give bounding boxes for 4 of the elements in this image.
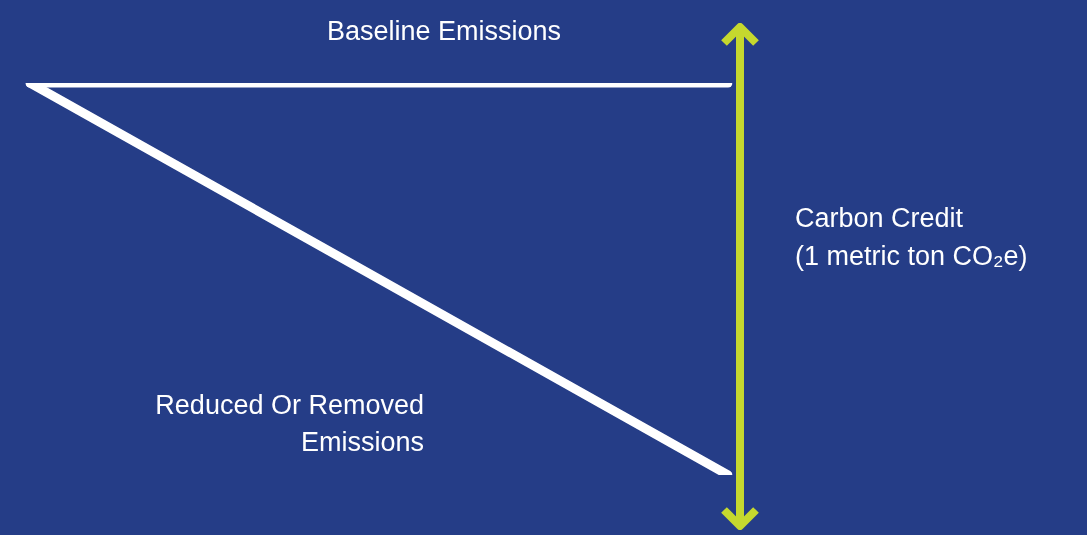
annotation: Carbon Credit [795,202,964,235]
text: Reduced Or Removed Emissions [154,389,424,459]
annotation: (1 metric ton CO₂e) [795,240,1028,273]
series-label: Baseline Emissions [327,15,562,48]
